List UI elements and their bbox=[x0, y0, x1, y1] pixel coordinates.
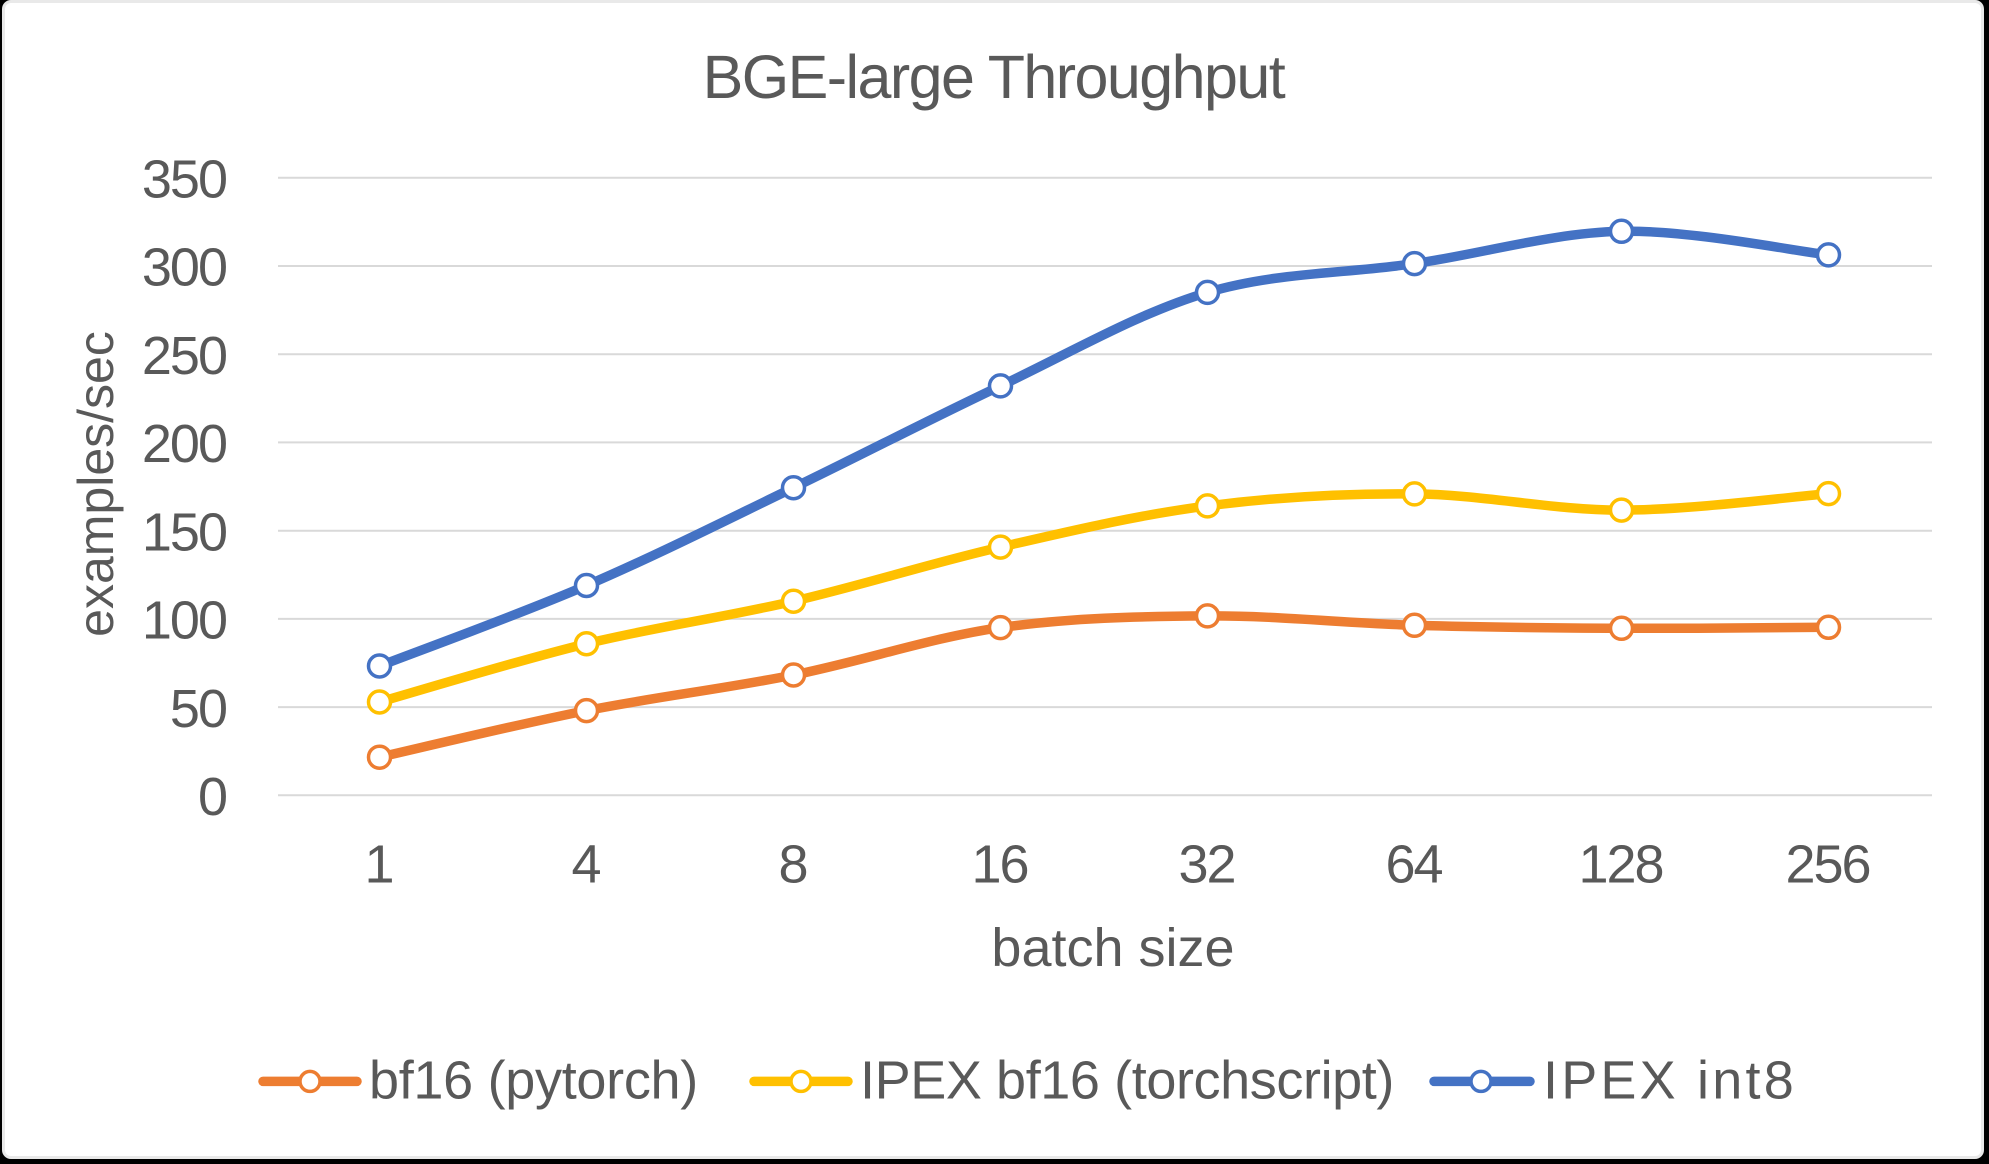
svg-text:4: 4 bbox=[571, 835, 600, 895]
svg-text:BGE-large Throughput: BGE-large Throughput bbox=[703, 43, 1286, 111]
svg-text:examples/sec: examples/sec bbox=[68, 331, 124, 637]
svg-text:64: 64 bbox=[1385, 835, 1442, 895]
svg-text:300: 300 bbox=[142, 238, 226, 298]
svg-text:8: 8 bbox=[778, 835, 806, 895]
svg-text:150: 150 bbox=[142, 502, 226, 562]
svg-text:1: 1 bbox=[364, 835, 392, 895]
svg-text:250: 250 bbox=[142, 326, 226, 386]
svg-text:batch size: batch size bbox=[991, 918, 1234, 978]
svg-text:128: 128 bbox=[1578, 835, 1662, 895]
svg-text:32: 32 bbox=[1178, 835, 1234, 895]
svg-text:256: 256 bbox=[1785, 835, 1869, 895]
svg-text:0: 0 bbox=[198, 767, 226, 827]
svg-text:200: 200 bbox=[142, 414, 226, 474]
svg-text:350: 350 bbox=[142, 150, 226, 210]
svg-text:16: 16 bbox=[971, 835, 1027, 895]
svg-text:bf16 (pytorch): bf16 (pytorch) bbox=[369, 1050, 698, 1110]
svg-text:IPEX int8: IPEX int8 bbox=[1543, 1050, 1797, 1110]
svg-text:50: 50 bbox=[170, 679, 226, 739]
svg-text:100: 100 bbox=[142, 591, 226, 651]
svg-text:IPEX bf16 (torchscript): IPEX bf16 (torchscript) bbox=[860, 1050, 1394, 1110]
